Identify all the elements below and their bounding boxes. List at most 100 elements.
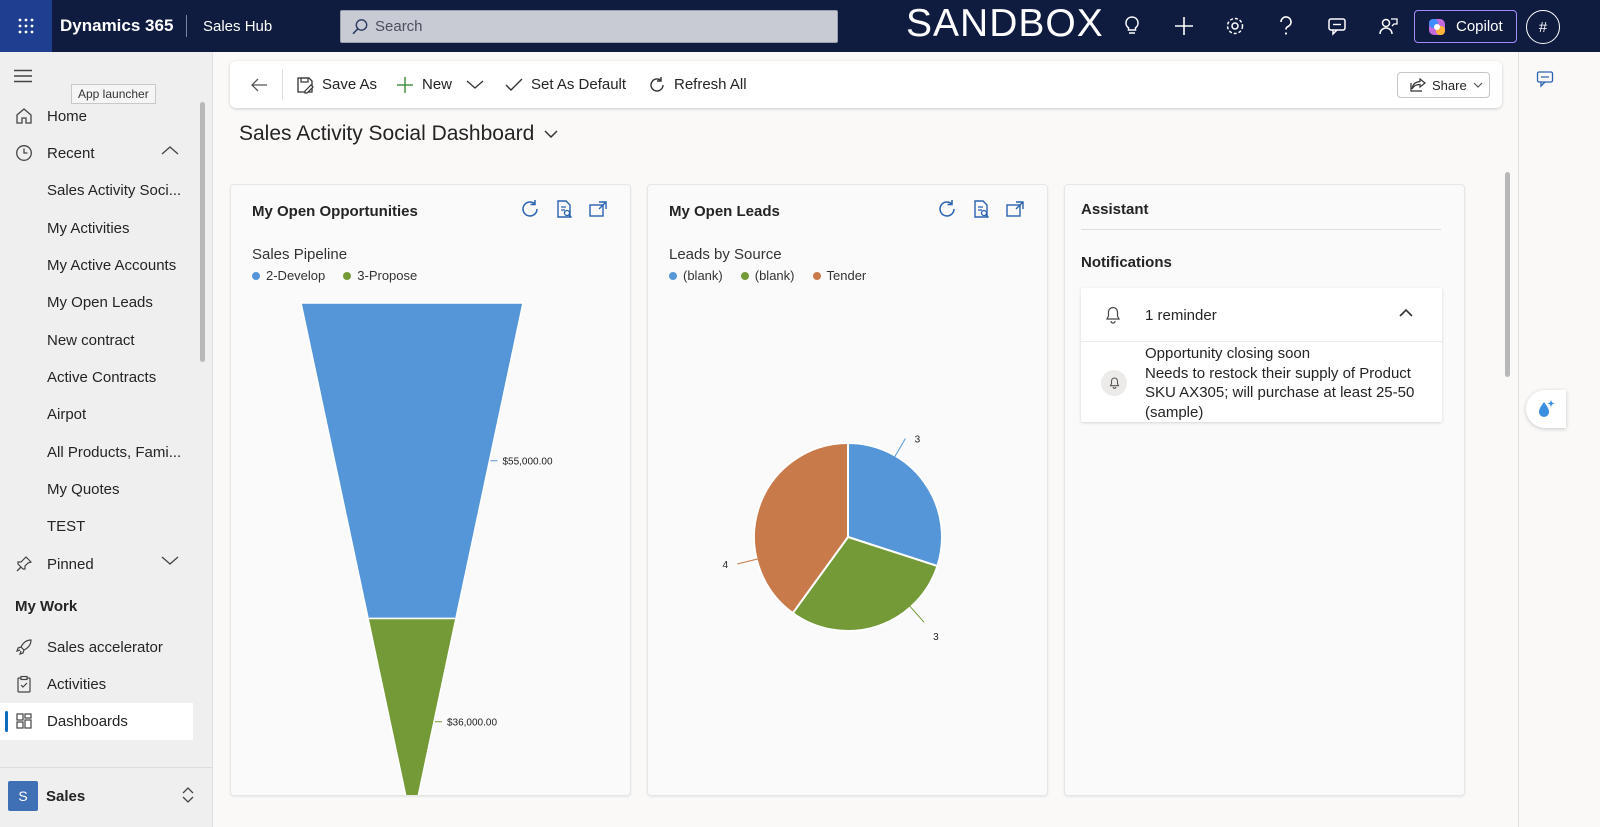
reminder-header[interactable]: 1 reminder xyxy=(1081,288,1442,342)
sidebar-item-home[interactable]: Home xyxy=(0,98,193,135)
sidebar-item-recent-dashboard[interactable]: Sales Activity Soci... xyxy=(0,172,193,209)
section-title-my-work: My Work xyxy=(15,598,78,615)
header-divider xyxy=(186,15,187,37)
help-button[interactable] xyxy=(1274,14,1298,38)
chevron-down-icon[interactable] xyxy=(466,80,484,90)
lightbulb-icon xyxy=(1125,16,1139,34)
sidebar-item-active-contracts[interactable]: Active Contracts xyxy=(0,359,193,396)
legend-item[interactable]: Tender xyxy=(812,268,867,283)
pie-slice[interactable] xyxy=(791,535,939,632)
copilot-button[interactable]: Copilot xyxy=(1414,10,1517,43)
new-label: New xyxy=(422,76,453,93)
legend-label: (blank) xyxy=(754,268,795,283)
search-input[interactable] xyxy=(375,11,825,42)
clock-icon xyxy=(16,145,32,161)
new-button[interactable]: New xyxy=(396,61,484,108)
chevron-up-icon[interactable] xyxy=(161,145,179,155)
new-item-button[interactable] xyxy=(1172,14,1196,38)
sidebar-item-sales-accelerator[interactable]: Sales accelerator xyxy=(0,629,193,666)
chevron-up-icon[interactable] xyxy=(1399,308,1413,317)
notification-heading: Opportunity closing soon xyxy=(1145,345,1311,362)
settings-button[interactable] xyxy=(1223,14,1247,38)
data-label: 3 xyxy=(933,632,939,643)
expand-icon[interactable] xyxy=(1005,199,1025,219)
legend-item[interactable]: 3-Propose xyxy=(343,268,417,283)
bell-icon xyxy=(1109,377,1119,389)
chart-title: Sales Pipeline xyxy=(252,246,348,263)
chat-icon xyxy=(1328,18,1346,36)
refresh-icon xyxy=(650,76,664,92)
app-module-name[interactable]: Sales Hub xyxy=(203,18,273,35)
data-label-leader[interactable] xyxy=(900,596,925,623)
view-records-icon[interactable] xyxy=(554,199,574,219)
set-as-default-button[interactable]: Set As Default xyxy=(505,61,626,108)
legend-item[interactable]: (blank) xyxy=(740,268,795,283)
sidebar-item-label: New contract xyxy=(47,332,135,349)
leads-card: 3 3 4 My Open Leads Leads by Source (blank… xyxy=(647,184,1048,796)
sidebar-item-my-quotes[interactable]: My Quotes xyxy=(0,471,193,508)
sparkle-drop-icon xyxy=(1539,400,1555,417)
sidebar-item-airpot[interactable]: Airpot xyxy=(0,396,193,433)
notifications-title: Notifications xyxy=(1081,254,1172,271)
copilot-side-button[interactable] xyxy=(1526,390,1566,428)
notification-avatar xyxy=(1101,370,1127,396)
pie-slice[interactable] xyxy=(753,441,849,615)
conversation-icon[interactable] xyxy=(1536,70,1554,88)
back-button[interactable] xyxy=(250,61,268,108)
sidebar-item-pinned[interactable]: Pinned xyxy=(0,546,193,583)
view-records-icon[interactable] xyxy=(971,199,991,219)
pie-slice[interactable] xyxy=(847,441,943,568)
sidebar-item-new-contract[interactable]: New contract xyxy=(0,322,193,359)
copilot-label: Copilot xyxy=(1456,18,1503,35)
sidebar-item-label: My Activities xyxy=(47,220,130,237)
sidebar-item-my-active-accounts[interactable]: My Active Accounts xyxy=(0,247,193,284)
people-button[interactable] xyxy=(1376,14,1400,38)
app-launcher-icon xyxy=(18,18,34,34)
data-label-leader[interactable] xyxy=(737,555,771,565)
sidebar-item-label: TEST xyxy=(47,518,86,535)
save-as-button[interactable]: Save As xyxy=(296,61,377,108)
share-button[interactable]: Share xyxy=(1397,72,1490,98)
sidebar-item-my-activities[interactable]: My Activities xyxy=(0,210,193,247)
sidebar-item-my-open-leads[interactable]: My Open Leads xyxy=(0,284,193,321)
sidebar-item-test[interactable]: TEST xyxy=(0,508,193,545)
legend-item[interactable]: (blank) xyxy=(669,268,723,283)
sidebar-item-label: My Open Leads xyxy=(47,294,153,311)
sidebar-item-label: Sales accelerator xyxy=(47,639,163,656)
sidebar-item-activities[interactable]: Activities xyxy=(0,666,193,703)
sidebar-item-label: Sales Activity Soci... xyxy=(47,182,182,199)
sidebar-scrollbar[interactable] xyxy=(200,102,205,362)
right-rail xyxy=(1518,52,1600,827)
profile-button[interactable]: # xyxy=(1526,10,1560,44)
app-launcher-button[interactable] xyxy=(0,0,52,52)
legend-label: Tender xyxy=(826,268,867,283)
sidebar-item-recent[interactable]: Recent xyxy=(0,135,193,172)
search-box[interactable] xyxy=(340,10,838,43)
lightbulb-button[interactable] xyxy=(1120,14,1144,38)
notification-card: 1 reminder Opportunity closing soon Need… xyxy=(1081,288,1442,422)
refresh-all-button[interactable]: Refresh All xyxy=(648,61,747,108)
chat-button[interactable] xyxy=(1325,14,1349,38)
funnel-segment[interactable] xyxy=(367,617,457,796)
expand-icon[interactable] xyxy=(588,199,608,219)
main-scrollbar[interactable] xyxy=(1505,172,1510,377)
dashboard-selector[interactable]: Sales Activity Social Dashboard xyxy=(239,122,558,146)
funnel-segment[interactable] xyxy=(300,302,524,620)
legend-item[interactable]: 2-Develop xyxy=(252,268,325,283)
legend-label: 2-Develop xyxy=(266,268,326,283)
refresh-icon[interactable] xyxy=(520,199,540,219)
hamburger-icon[interactable] xyxy=(14,69,32,83)
card-title: My Open Leads xyxy=(669,203,780,220)
notification-content[interactable]: Opportunity closing soon Needs to restoc… xyxy=(1145,344,1425,422)
data-label: $55,000.00 xyxy=(502,457,552,468)
command-bar: Save As New Set As Default Refresh All S… xyxy=(230,61,1502,108)
area-switcher[interactable]: S Sales xyxy=(0,767,213,827)
legend-swatch xyxy=(740,271,749,280)
chevron-down-icon[interactable] xyxy=(161,556,179,566)
data-label-leader[interactable] xyxy=(887,438,906,469)
app-name[interactable]: Dynamics 365 xyxy=(60,16,174,35)
sales-pipeline-chart: $55,000.00 $36,000.00 xyxy=(300,302,553,796)
refresh-icon[interactable] xyxy=(937,199,957,219)
sidebar-item-all-products[interactable]: All Products, Fami... xyxy=(0,434,193,471)
sidebar-item-dashboards[interactable]: Dashboards xyxy=(0,703,193,740)
